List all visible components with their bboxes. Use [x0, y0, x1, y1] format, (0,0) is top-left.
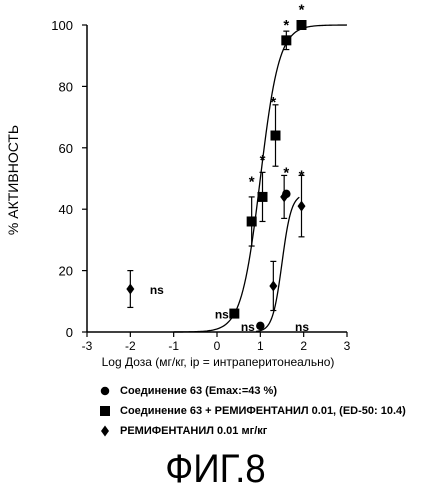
significance-star: * [249, 174, 255, 191]
square-marker [247, 216, 257, 226]
x-tick-label: -1 [168, 339, 179, 353]
square-marker [271, 131, 281, 141]
x-tick-label: -3 [82, 339, 93, 353]
square-marker [258, 192, 268, 202]
x-axis-label: Log Доза (мг/кг, ip = интраперитонеально… [102, 355, 335, 369]
figure-label: ФИГ.8 [17, 447, 414, 492]
diamond-legend-icon [96, 424, 114, 438]
circle-legend-icon [96, 384, 114, 398]
significance-star: * [260, 152, 266, 169]
legend-label: РЕМИФЕНТАНИЛ 0.01 мг/кг [120, 425, 267, 437]
significance-star: * [270, 94, 276, 111]
significance-star: * [299, 167, 305, 184]
diamond-marker [101, 426, 109, 437]
x-tick-label: -2 [125, 339, 136, 353]
legend-item: Соединение 63 + РЕМИФЕНТАНИЛ 0.01, (ED-5… [96, 404, 406, 418]
square-marker [281, 35, 291, 45]
square-marker [297, 20, 307, 30]
square-marker [100, 406, 110, 416]
annotations: *******nsnsnsns [150, 2, 309, 334]
circle-marker [256, 322, 265, 331]
significance-star: * [283, 17, 289, 34]
ns-label: ns [295, 320, 309, 334]
square-legend-icon [96, 404, 114, 418]
y-tick-label: 80 [59, 79, 73, 94]
y-axis-label: % АКТИВНОСТЬ [5, 125, 21, 235]
legend-item: РЕМИФЕНТАНИЛ 0.01 мг/кг [96, 424, 267, 438]
y-tick-label: 60 [59, 141, 73, 156]
x-tick-label: 2 [300, 339, 307, 353]
ns-label: ns [215, 308, 229, 322]
y-tick-label: 20 [59, 264, 73, 279]
y-tick-label: 40 [59, 202, 73, 217]
axes: -3 -2 -1 0 1 2 3 0 20 40 60 80 100 [51, 18, 350, 353]
fit-curves [174, 25, 347, 332]
significance-star: * [299, 2, 305, 19]
diamond-marker [298, 201, 306, 212]
diamond-marker [269, 280, 277, 291]
x-tick-label: 0 [214, 339, 221, 353]
x-tick-label: 3 [344, 339, 351, 353]
legend-label: Соединение 63 (Emax:=43 %) [120, 385, 277, 397]
x-tick-label: 1 [257, 339, 264, 353]
square-marker [229, 309, 239, 319]
legend-item: Соединение 63 (Emax:=43 %) [96, 384, 277, 398]
fit-curve [174, 25, 347, 332]
ns-label: ns [241, 320, 255, 334]
ns-label: ns [150, 283, 164, 297]
y-tick-label: 100 [51, 18, 73, 33]
dose-response-chart: -3-2-10123020406080100 *******nsnsnsns %… [0, 0, 431, 400]
legend-label: Соединение 63 + РЕМИФЕНТАНИЛ 0.01, (ED-5… [120, 405, 406, 417]
diamond-marker [126, 284, 134, 295]
circle-marker [101, 387, 110, 396]
significance-star: * [283, 164, 289, 181]
y-tick-label: 0 [66, 325, 73, 340]
